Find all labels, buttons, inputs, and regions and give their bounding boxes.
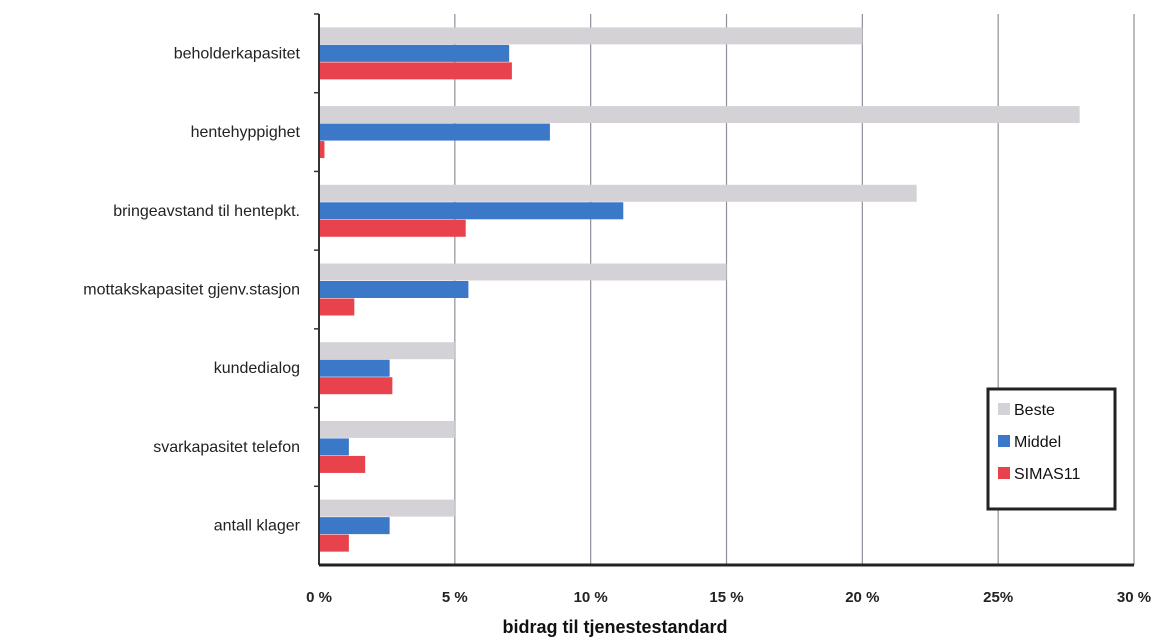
bar-beste-6 [319,420,455,438]
legend-label: Middel [1014,434,1061,451]
legend-swatch-middel [998,435,1010,447]
category-label: beholderkapasitet [174,45,301,62]
bar-middel-1 [319,44,510,62]
bar-simas11-2 [319,141,325,159]
x-tick-label: 5 % [442,589,468,606]
x-tick-labels: 0 % 5 % 10 % 15 % 20 % 25% 30 % [306,589,1151,606]
category-label: mottakskapasitet gjenv.stasjon [83,282,300,299]
bar-simas11-1 [319,62,512,80]
x-tick-label: 0 % [306,589,332,606]
bar-simas11-3 [319,219,466,237]
bar-middel-7 [319,517,390,535]
x-tick-label: 15 % [709,589,743,606]
bar-middel-4 [319,281,469,298]
x-tick-label: 25% [983,589,1013,606]
legend: Beste Middel SIMAS11 [986,387,1117,511]
bar-middel-2 [319,123,550,141]
bar-simas11-4 [319,298,355,316]
bars [314,13,1080,552]
x-tick-label: 10 % [574,589,608,606]
gridlines [454,14,1135,565]
x-axis-title: bidrag til tjenestestandard [502,617,727,637]
legend-swatch-simas11 [998,467,1010,479]
bar-beste-3 [319,184,917,202]
bar-middel-5 [319,359,390,377]
bar-simas11-5 [319,377,393,395]
bar-simas11-7 [319,534,349,552]
bar-beste-7 [319,499,455,517]
category-label: antall klager [214,518,301,535]
x-tick-label: 20 % [845,589,879,606]
category-label: kundedialog [214,360,300,377]
bar-beste-4 [319,263,727,281]
category-label: hentehyppighet [191,124,301,141]
category-label: bringeavstand til hentepkt. [113,203,300,220]
bar-beste-1 [319,27,863,45]
bar-beste-5 [319,342,455,360]
legend-label: Beste [1014,402,1055,419]
bar-middel-3 [319,202,624,220]
legend-label: SIMAS11 [1014,466,1081,483]
category-label: svarkapasitet telefon [153,439,300,456]
legend-swatch-beste [998,403,1010,415]
bar-simas11-6 [319,455,366,473]
x-tick-label: 30 % [1117,589,1151,606]
bar-middel-6 [319,438,349,456]
bar-beste-2 [319,106,1080,124]
category-labels: beholderkapasitet hentehyppighet bringeavs… [83,45,300,534]
axes [318,14,1134,567]
